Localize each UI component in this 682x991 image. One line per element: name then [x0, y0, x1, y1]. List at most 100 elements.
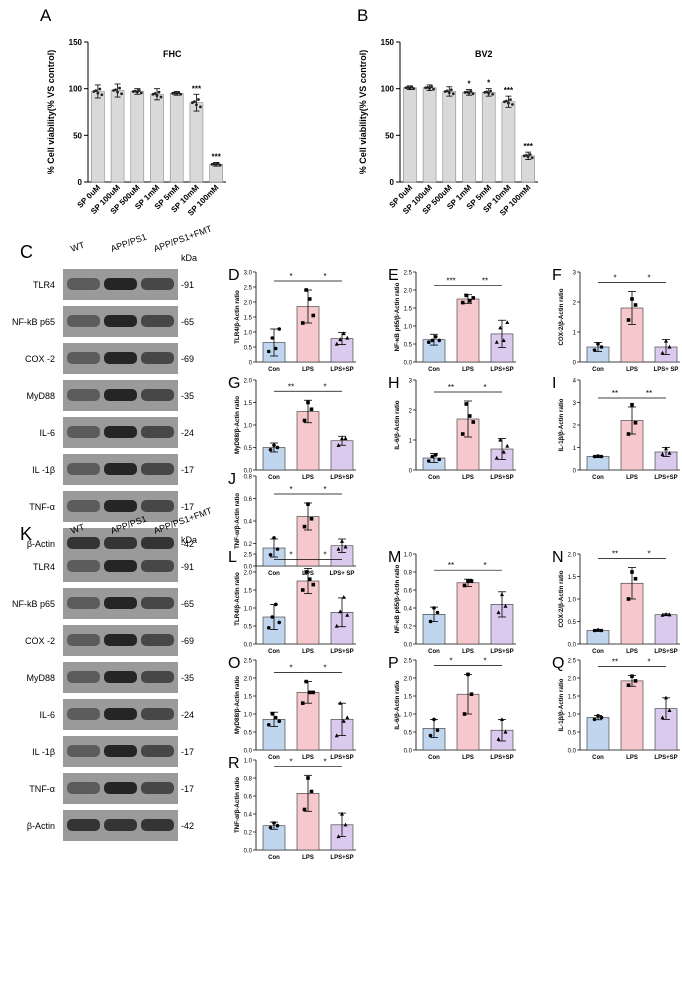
y-tick-label: 1.0: [568, 598, 577, 604]
data-point: [343, 544, 348, 549]
data-point: [505, 99, 508, 103]
data-point: [311, 690, 316, 695]
data-point: [304, 679, 309, 684]
x-tick-label: Con: [592, 367, 604, 373]
data-point: [667, 450, 672, 455]
data-point: [197, 98, 200, 101]
data-point: [500, 717, 504, 721]
x-tick-label: LPS+ SP: [330, 571, 355, 577]
blot-band: [67, 315, 100, 327]
data-point: [599, 628, 604, 633]
data-point: [273, 346, 278, 351]
y-tick-label: 3.0: [244, 271, 253, 277]
significance-label: *: [323, 382, 326, 391]
significance-label: *: [323, 272, 326, 281]
data-point: [306, 400, 310, 405]
data-point: [467, 299, 472, 303]
kda-marker: -17: [181, 747, 194, 757]
y-tick-label: 0: [390, 178, 395, 187]
lane-label: WT: [69, 240, 86, 254]
significance-label: *: [449, 656, 452, 665]
kda-marker: -35: [181, 673, 194, 683]
x-tick-label: LPS: [462, 367, 474, 373]
data-point: [338, 609, 343, 614]
blot-band: [104, 426, 137, 438]
bar: [150, 93, 164, 183]
blot-band: [104, 819, 137, 831]
protein-label: IL -1β: [32, 747, 55, 757]
blot-band: [67, 389, 100, 401]
data-point: [599, 345, 604, 349]
y-tick-label: 1.0: [244, 424, 253, 430]
data-point: [302, 418, 307, 423]
y-tick-label: 0.0: [568, 749, 577, 755]
bar: [110, 90, 125, 183]
data-point: [116, 90, 119, 94]
protein-label: COX -2: [25, 636, 55, 646]
blot-band: [67, 782, 100, 794]
data-point: [309, 516, 314, 521]
x-tick-label: LPS+SP: [330, 649, 353, 655]
data-point: [466, 672, 470, 677]
data-point: [433, 335, 438, 339]
y-axis-label: COX-2/β-Actin ratio: [558, 288, 565, 345]
y-tick-label: 0.6: [244, 795, 253, 801]
significance-label: **: [448, 561, 454, 570]
blot-band: [141, 537, 174, 549]
blot-band: [141, 597, 174, 609]
y-tick-label: 0.4: [404, 607, 413, 613]
data-point: [471, 296, 476, 300]
y-tick-label: 2.0: [244, 677, 253, 683]
panel-letter: Q: [552, 655, 564, 672]
y-tick-label: 0.2: [404, 625, 413, 631]
kda-marker: -17: [181, 784, 194, 794]
x-tick-label: LPS: [626, 475, 638, 481]
x-tick-label: Con: [592, 649, 604, 655]
significance-label: ***: [446, 277, 455, 286]
blot-band: [104, 560, 137, 572]
x-tick-label: LPS+SP: [490, 367, 513, 373]
data-point: [464, 293, 469, 298]
y-tick-label: 150: [381, 38, 395, 47]
data-point: [94, 89, 98, 93]
data-point: [307, 577, 312, 581]
kda-marker: -69: [181, 636, 194, 646]
blot-band: [141, 500, 174, 512]
significance-label: *: [647, 550, 650, 559]
x-tick-label: LPS+SP: [330, 367, 353, 373]
y-axis-label: NF-κB p65/β-Actin ratio: [394, 564, 401, 633]
blot-band: [67, 352, 100, 364]
y-tick-label: 1.0: [404, 553, 413, 559]
y-tick-label: 0.4: [244, 813, 253, 819]
blot-band: [141, 389, 174, 401]
data-point: [277, 719, 282, 723]
chart-F: F COX-2/β-Actin ratio 0 1 2 3 Con LPS LPS+ SP * *: [552, 267, 680, 373]
data-point: [660, 613, 665, 617]
blot-band: [141, 278, 174, 290]
data-point: [451, 92, 455, 96]
y-tick-label: 0.2: [244, 542, 253, 548]
data-point: [334, 623, 339, 628]
significance-label: **: [612, 657, 618, 666]
x-tick-label: LPS+SP: [654, 755, 677, 761]
data-point: [432, 717, 436, 722]
bar: [456, 582, 480, 645]
kda-marker: -17: [181, 465, 194, 475]
x-tick-label: Con: [428, 755, 440, 761]
protein-label: TLR4: [33, 562, 55, 572]
x-tick-label: Con: [268, 755, 280, 761]
bar: [654, 614, 678, 645]
y-tick-label: 0.5: [568, 731, 577, 737]
data-point: [496, 737, 501, 741]
blot-band: [67, 708, 100, 720]
panel-letter: I: [552, 375, 556, 392]
y-tick-label: 0.0: [404, 749, 413, 755]
panel-title: BV2: [475, 49, 493, 59]
bar: [586, 717, 610, 751]
y-tick-label: 0.8: [404, 571, 413, 577]
blot-band: [67, 463, 100, 475]
data-point: [660, 350, 665, 355]
blot-band: [104, 782, 137, 794]
bar: [462, 92, 476, 183]
